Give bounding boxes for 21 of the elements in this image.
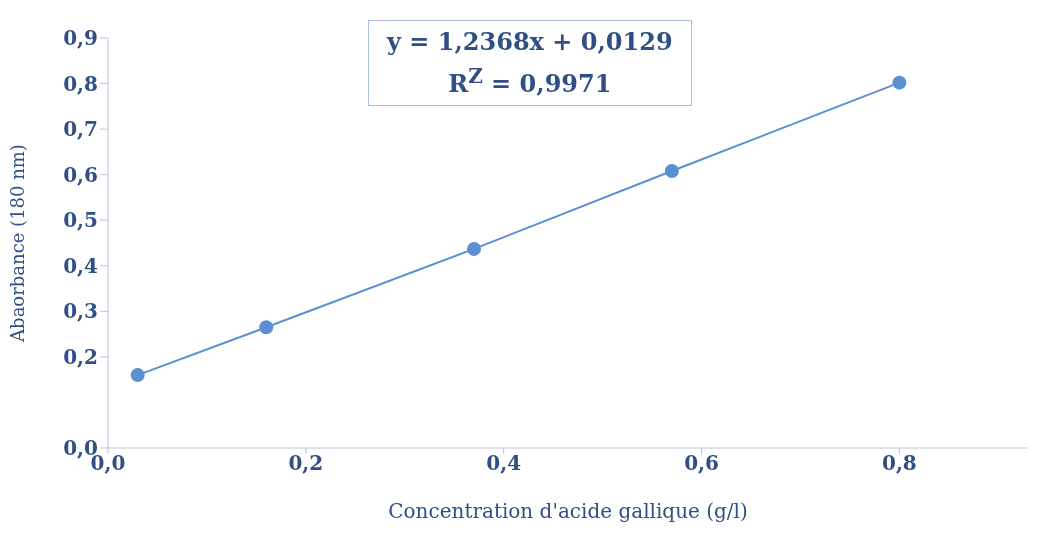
point (664, 164, 679, 179)
x-tick-label: 0,4 (486, 451, 522, 476)
x-tick-label: 0,6 (684, 451, 719, 476)
y-tick-label: 0,3 (63, 299, 98, 324)
point (892, 75, 907, 90)
x-tick-label: 0,2 (288, 451, 324, 476)
y-tick-label: 0,2 (63, 344, 98, 369)
x-tick-label: 0,8 (882, 451, 917, 476)
point (467, 241, 482, 256)
y-tick-label: 0,9 (63, 26, 98, 51)
y-tick-label: 0,5 (63, 208, 98, 233)
annotation: R$^{Z}$ = 0,9971 (447, 63, 613, 100)
y-axis-title: Abaorbance (180 nm) (7, 144, 29, 343)
y-tick-label: 0,7 (63, 117, 98, 142)
y-tick-label: 0,4 (63, 253, 99, 278)
point (259, 320, 274, 335)
annotation: y = 1,2368x + 0,0129 (387, 26, 673, 58)
point (130, 368, 145, 383)
x-axis-title: Concentration d'acide gallique (g/l) (388, 499, 748, 523)
y-tick-label: 0,6 (63, 162, 98, 187)
y-tick-label: 0,8 (63, 71, 98, 96)
